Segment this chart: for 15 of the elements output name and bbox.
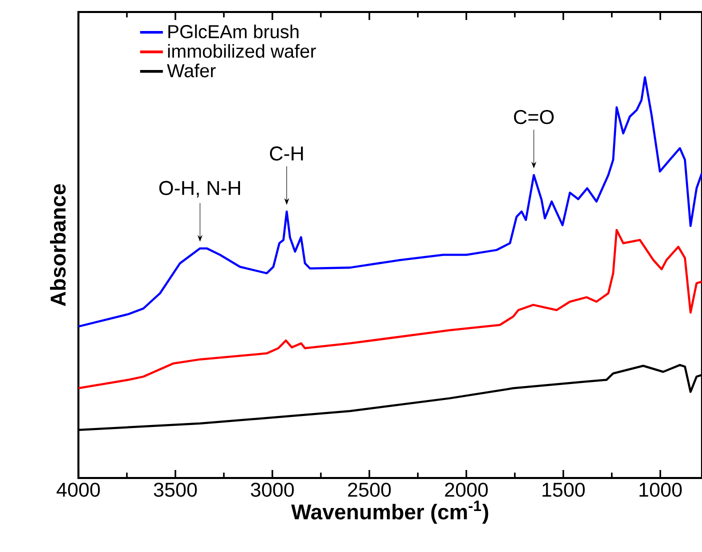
legend-label: immobilized wafer	[168, 44, 316, 58]
x-tick-label: 2500	[348, 482, 391, 497]
x-axis-title: Wavenumber (cm$^{-1}$)	[291, 500, 488, 524]
annotation: C-H	[270, 146, 303, 161]
x-tick-label: 2000	[445, 482, 488, 497]
x-tick-label: 3500	[154, 482, 197, 497]
x-tick-label: 3000	[250, 482, 294, 497]
x-tick-label: 1000	[640, 482, 682, 497]
x-tick-label: 4000	[56, 482, 100, 497]
legend-label: PGlcEAm brush	[168, 24, 298, 38]
y-axis-title: Absorbance	[50, 184, 66, 306]
x-tick-label: 1500	[542, 482, 585, 497]
annotation: C=O	[514, 110, 554, 124]
legend-label: Wafer	[166, 64, 216, 78]
annotation: O-H, N-H	[159, 180, 240, 198]
